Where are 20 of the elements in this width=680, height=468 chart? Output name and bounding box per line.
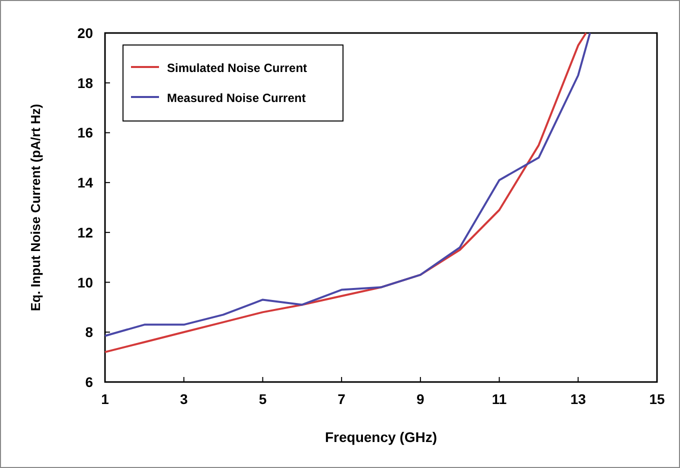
legend-label: Simulated Noise Current xyxy=(167,61,308,75)
y-axis-title: Eq. Input Noise Current (pA/rt Hz) xyxy=(28,104,43,312)
y-tick-label: 6 xyxy=(85,374,94,390)
y-tick-label: 10 xyxy=(77,274,94,290)
x-axis-title: Frequency (GHz) xyxy=(324,429,438,445)
x-tick-label: 9 xyxy=(416,391,425,407)
x-tick-label: 7 xyxy=(338,391,346,407)
y-tick-label: 12 xyxy=(77,224,94,240)
y-tick-label: 18 xyxy=(77,74,94,91)
y-tick-label: 14 xyxy=(77,174,94,191)
x-tick-label: 1 xyxy=(101,391,110,407)
x-tick-label: 3 xyxy=(180,391,188,407)
x-tick-label: 13 xyxy=(570,391,586,407)
y-tick-label: 20 xyxy=(77,25,94,41)
x-tick-label: 5 xyxy=(258,391,267,407)
x-tick-label: 11 xyxy=(492,391,507,407)
y-tick-label: 16 xyxy=(77,124,94,141)
legend-label: Measured Noise Current xyxy=(167,91,306,105)
y-tick-label: 8 xyxy=(85,324,94,340)
x-tick-label: 15 xyxy=(649,391,665,407)
